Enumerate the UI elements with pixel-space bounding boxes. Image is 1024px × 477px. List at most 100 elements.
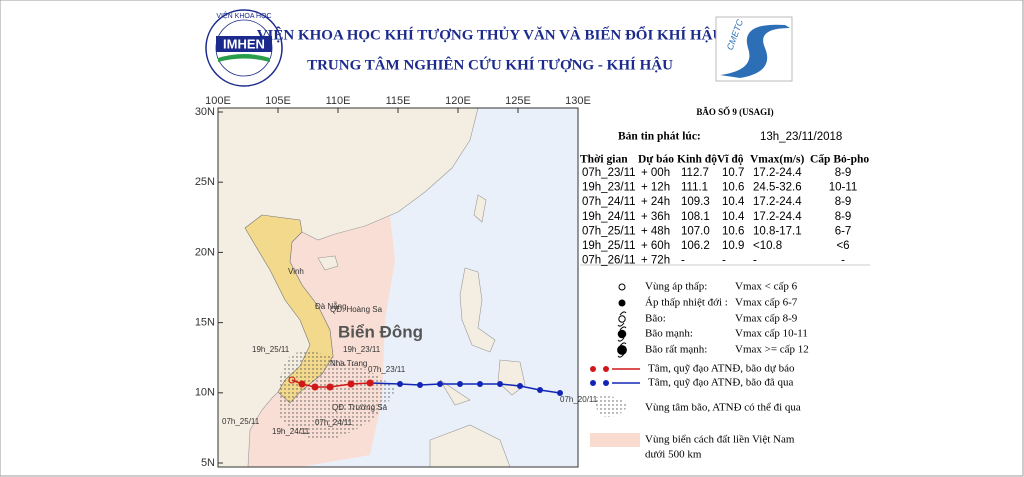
- lon-label: 130E: [565, 95, 591, 107]
- sea-label: Biển Đông: [338, 322, 423, 341]
- legend-desc: Vmax cấp 6-7: [735, 297, 798, 309]
- place-label: QĐ. Hoàng Sa: [330, 305, 383, 314]
- table-cell: 17.2-24.4: [753, 196, 802, 208]
- legend-label: Bão mạnh:: [645, 328, 693, 340]
- legend-item: Bão rất mạnh: Vmax >= cấp 12: [617, 342, 809, 358]
- table-cell: + 60h: [641, 240, 670, 252]
- legend-item: Vùng áp thấp: Vmax < cấp 6: [618, 281, 798, 293]
- storm-title: BÃO SỐ 9 (USAGI): [696, 107, 773, 117]
- table-cell: 10.4: [722, 211, 745, 223]
- lon-label: 100E: [205, 95, 231, 107]
- legend-zone: [590, 433, 640, 447]
- table-cell: 112.7: [681, 167, 709, 179]
- lat-label: 20N: [195, 246, 215, 258]
- table-cell: 07h_24/11: [582, 196, 636, 208]
- table-header: Dự báo: [638, 154, 674, 166]
- table-cell: -: [722, 255, 726, 267]
- taiwan: [473, 194, 487, 223]
- legend-label: Bão rất mạnh:: [645, 344, 707, 356]
- table-cell: + 48h: [641, 225, 670, 237]
- legend-symbol-tail: [617, 342, 627, 358]
- legend-dot: [603, 380, 609, 386]
- table-cell: 07h_26/11: [582, 255, 636, 267]
- table-cell: 19h_24/11: [582, 211, 636, 223]
- table-cell: 19h_25/11: [582, 240, 636, 252]
- legend-symbol: [617, 345, 627, 355]
- table-cell: -: [681, 255, 685, 267]
- table-header: Vĩ độ: [717, 154, 744, 166]
- legend-symbol: [618, 283, 626, 291]
- table-cell: 19h_23/11: [582, 182, 636, 194]
- issued-label: Bản tin phát lúc:: [618, 131, 701, 143]
- legend-desc: Vmax cấp 10-11: [735, 328, 808, 340]
- legend-item: Áp thấp nhiệt đới : Vmax cấp 6-7: [618, 297, 798, 309]
- legend-symbol: [617, 329, 627, 339]
- legend-symbol-tail: [617, 311, 627, 327]
- legend-dot: [590, 366, 596, 372]
- table-cell: 17.2-24.4: [753, 211, 802, 223]
- legend-label: dưới 500 km: [645, 449, 702, 461]
- legend-label: Vùng áp thấp:: [645, 281, 707, 293]
- table-cell: <10.8: [753, 240, 782, 252]
- place-label: QĐ. Trường Sa: [332, 403, 388, 412]
- track-label: 19h_24/11: [272, 427, 310, 436]
- center-name: TRUNG TÂM NGHIÊN CỨU KHÍ TƯỢNG - KHÍ HẬU: [307, 56, 673, 73]
- legend-cone: [592, 396, 628, 417]
- islands: [429, 267, 526, 468]
- lat-label: 10N: [195, 387, 215, 399]
- legend-desc: Vmax < cấp 6: [735, 281, 798, 293]
- map: Biển Đông 100E 105E 110E 115E 120E 125E 130E 30…: [195, 95, 598, 469]
- place-label: Vinh: [288, 267, 304, 276]
- legend-item: Bão mạnh: Vmax cấp 10-11: [617, 326, 808, 342]
- forecast-points: [288, 376, 374, 391]
- lat-label: 15N: [195, 317, 215, 329]
- table-cell: -: [753, 255, 757, 267]
- cone: [277, 351, 395, 440]
- table-cell: 8-9: [835, 211, 852, 223]
- table-cell: 107.0: [681, 225, 710, 237]
- legend-symbol: [618, 315, 626, 323]
- table-header: Vmax(m/s): [750, 154, 804, 166]
- track-label: 07h_23/11: [368, 365, 406, 374]
- legend-label: Áp thấp nhiệt đới :: [645, 297, 728, 309]
- lon-label: 120E: [445, 95, 471, 107]
- place-label: Đà Nẵng: [315, 302, 347, 311]
- table-cell: 07h_25/11: [582, 225, 636, 237]
- track-label: 19h_25/11: [252, 345, 290, 354]
- table-cell: 10.6: [722, 182, 744, 194]
- lat-label: 5N: [201, 457, 215, 469]
- legend-desc: Vmax >= cấp 12: [735, 344, 809, 356]
- table-cell: 8-9: [835, 167, 852, 179]
- track-label: 07h_25/11: [222, 417, 260, 426]
- table-cell: + 72h: [641, 255, 670, 267]
- table-cell: 111.1: [681, 182, 708, 194]
- lon-label: 125E: [505, 95, 531, 107]
- legend-dot: [603, 366, 609, 372]
- table-cell: 10.8-17.1: [753, 225, 802, 237]
- table-cell: 108.1: [681, 211, 710, 223]
- table-cell: + 00h: [641, 167, 670, 179]
- logo-right: CMETC: [715, 16, 793, 82]
- table-cell: + 24h: [641, 196, 670, 208]
- table-header: Kinh độ: [677, 154, 717, 166]
- table-cell: <6: [836, 240, 849, 252]
- table-cell: + 36h: [641, 211, 670, 223]
- table-header: Thời gian: [580, 154, 628, 166]
- track-label: 07h_20/11: [560, 395, 598, 404]
- table-cell: 8-9: [835, 196, 852, 208]
- past-track: [369, 382, 561, 394]
- hainan: [317, 255, 339, 271]
- lat-label: 30N: [195, 106, 215, 118]
- logo-top: VIỆN KHOA HỌC: [216, 11, 271, 20]
- table-cell: 24.5-32.6: [753, 182, 802, 194]
- table-cell: 6-7: [835, 225, 852, 237]
- table-cell: 10.9: [722, 240, 744, 252]
- legend-label: Vùng tâm bão, ATNĐ có thể đi qua: [645, 402, 801, 414]
- table-cell: 07h_23/11: [582, 167, 636, 179]
- legend-label: Tâm, quỹ đạo ATNĐ, bão đã qua: [648, 377, 794, 389]
- table-cell: 109.3: [681, 196, 710, 208]
- table-cell: 10.7: [722, 167, 744, 179]
- table-cell: -: [841, 255, 845, 267]
